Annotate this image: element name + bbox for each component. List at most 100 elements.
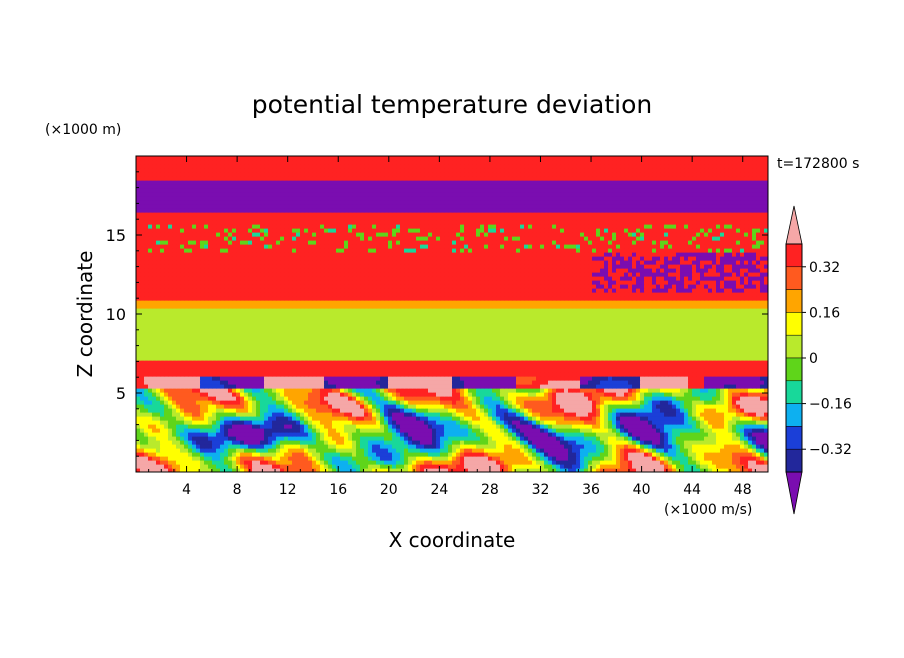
heatmap-cell <box>180 400 185 405</box>
heatmap-cell <box>732 380 737 385</box>
heatmap-cell <box>408 352 413 357</box>
heatmap-cell <box>276 372 281 377</box>
heatmap-cell <box>732 460 737 465</box>
heatmap-cell <box>540 440 545 445</box>
heatmap-cell <box>336 360 341 365</box>
heatmap-cell <box>172 348 177 353</box>
heatmap-cell <box>168 436 173 441</box>
heatmap-cell <box>452 428 457 433</box>
heatmap-cell <box>408 400 413 405</box>
heatmap-cell <box>500 456 505 461</box>
heatmap-cell <box>588 380 593 385</box>
heatmap-cell <box>688 436 693 441</box>
heatmap-cell <box>376 376 381 381</box>
heatmap-cell <box>740 384 745 389</box>
heatmap-cell <box>204 364 209 369</box>
heatmap-cell <box>224 404 229 409</box>
heatmap-cell <box>248 388 253 393</box>
heatmap-cell <box>244 420 249 425</box>
heatmap-cell <box>448 428 453 433</box>
heatmap-cell <box>160 360 165 365</box>
heatmap-cell <box>352 388 357 393</box>
heatmap-cell <box>444 356 449 361</box>
heatmap-cell <box>364 468 369 472</box>
heatmap-cell <box>408 380 413 385</box>
heatmap-cell <box>336 440 341 445</box>
heatmap-cell <box>180 368 185 373</box>
heatmap-cell <box>764 420 768 425</box>
heatmap-cell <box>168 456 173 461</box>
heatmap-cell <box>684 376 689 381</box>
heatmap-cell <box>540 408 545 413</box>
heatmap-cell <box>216 384 221 389</box>
heatmap-cell <box>724 456 729 461</box>
heatmap-cell <box>228 428 233 433</box>
heatmap-cell <box>576 448 581 453</box>
heatmap-cell <box>148 348 153 353</box>
heatmap-cell <box>368 400 373 405</box>
heatmap-cell <box>572 356 577 361</box>
heatmap-cell <box>676 420 681 425</box>
heatmap-cell <box>388 376 393 381</box>
heatmap-cell <box>560 448 565 453</box>
heatmap-cell <box>552 360 557 365</box>
heatmap-cell <box>328 412 333 417</box>
heatmap-cell <box>440 400 445 405</box>
heatmap-cell <box>164 372 169 377</box>
heatmap-cell <box>540 468 545 472</box>
heatmap-cell <box>432 448 437 453</box>
heatmap-cell <box>172 464 177 469</box>
heatmap-cell <box>320 460 325 465</box>
heatmap-cell <box>224 448 229 453</box>
heatmap-cell <box>268 412 273 417</box>
heatmap-cell <box>444 344 449 349</box>
heatmap-cell <box>476 424 481 429</box>
heatmap-cell <box>212 412 217 417</box>
heatmap-cell <box>628 412 633 417</box>
heatmap-cell <box>592 360 597 365</box>
heatmap-cell <box>360 400 365 405</box>
heatmap-cell <box>568 448 573 453</box>
heatmap-cell <box>312 356 317 361</box>
heatmap-cell <box>164 380 169 385</box>
heatmap-cell <box>604 356 609 361</box>
heatmap-cell <box>300 344 305 349</box>
heatmap-cell <box>540 452 545 457</box>
heatmap-cell <box>288 440 293 445</box>
heatmap-cell <box>376 384 381 389</box>
heatmap-cell <box>616 444 621 449</box>
heatmap-cell <box>716 412 721 417</box>
heatmap-cell <box>272 404 277 409</box>
heatmap-cell <box>660 348 665 353</box>
heatmap-cell <box>244 400 249 405</box>
heatmap-cell <box>620 392 625 397</box>
heatmap-cell <box>152 376 157 381</box>
heatmap-cell <box>712 448 717 453</box>
heatmap-cell <box>152 464 157 469</box>
heatmap-cell <box>440 392 445 397</box>
heatmap-cell <box>172 440 177 445</box>
heatmap-cell <box>544 408 549 413</box>
heatmap-cell <box>188 428 193 433</box>
heatmap-cell <box>652 452 657 457</box>
heatmap-cell <box>180 452 185 457</box>
heatmap-cell <box>640 376 645 381</box>
heatmap-cell <box>696 404 701 409</box>
heatmap-cell <box>164 344 169 349</box>
heatmap-cell <box>160 432 165 437</box>
heatmap-cell <box>160 408 165 413</box>
heatmap-cell <box>436 348 441 353</box>
heatmap-cell <box>232 448 237 453</box>
heatmap-cell <box>472 460 477 465</box>
heatmap-cell <box>508 396 513 401</box>
heatmap-cell <box>668 428 673 433</box>
heatmap-cell <box>328 432 333 437</box>
heatmap-cell <box>320 368 325 373</box>
heatmap-cell <box>432 396 437 401</box>
heatmap-cell <box>444 456 449 461</box>
heatmap-cell <box>568 428 573 433</box>
heatmap-cell <box>456 468 461 472</box>
heatmap-cell <box>512 344 517 349</box>
heatmap-cell <box>200 424 205 429</box>
heatmap-cell <box>668 444 673 449</box>
